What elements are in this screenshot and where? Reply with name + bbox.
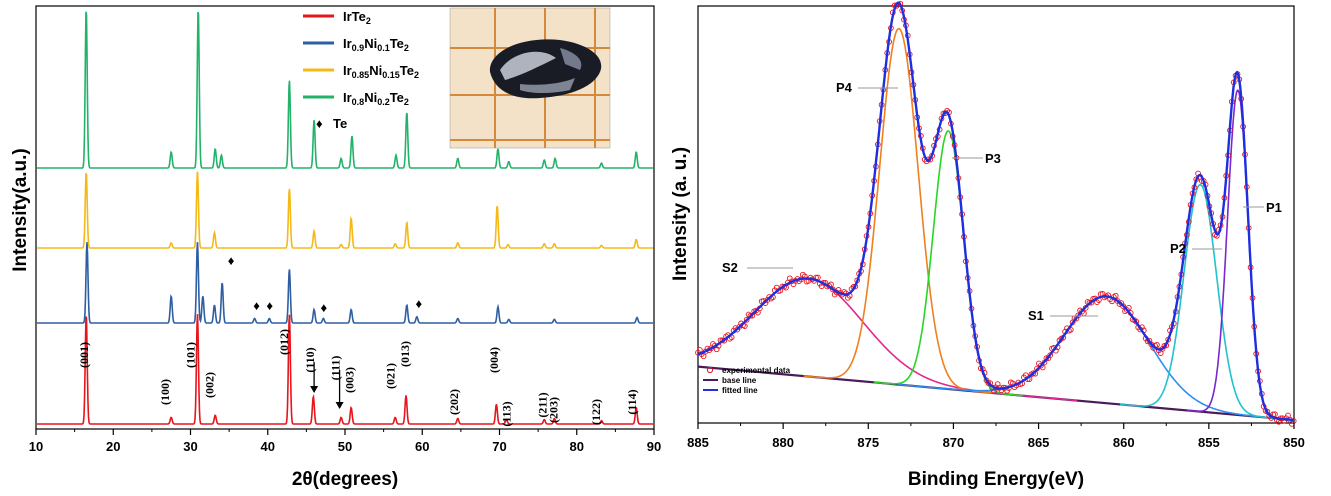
xps-x-axis-label: Binding Energy(eV) — [908, 469, 1084, 490]
miller-index-label: (113) — [499, 401, 513, 426]
xrd-y-axis-label: Intensity(a.u.) — [10, 148, 31, 272]
xrd-tick-label: 30 — [183, 439, 197, 454]
xrd-legend: IrTe2 Ir0.9Ni0.1Te2 Ir0.85Ni0.15Te2 Ir0.8Ni… — [303, 9, 419, 131]
xps-annotation-label: S2 — [722, 260, 738, 275]
xrd-tick-label: 50 — [338, 439, 352, 454]
xps-fitted-line — [697, 1, 1295, 422]
xps-tick-label: 865 — [1028, 435, 1050, 450]
xrd-tick-label: 10 — [29, 439, 43, 454]
xps-legend-label: base line — [722, 376, 757, 385]
xps-annotation-label: P2 — [1170, 241, 1186, 256]
miller-index-label: (004) — [487, 347, 501, 373]
xrd-legend-label: Ir0.85Ni0.15Te2 — [343, 63, 419, 80]
xrd-tick-label: 80 — [570, 439, 584, 454]
xps-data-point — [1154, 341, 1160, 348]
xps-legend-label: experimental data — [722, 366, 791, 375]
xps-tick-label: 870 — [943, 435, 965, 450]
crystal-photo-inset — [449, 7, 611, 149]
miller-index-label: (101) — [183, 342, 197, 368]
miller-index-label: (122) — [589, 399, 603, 425]
miller-index-label: (002) — [203, 372, 217, 398]
xrd-legend-label: IrTe2 — [343, 9, 371, 26]
xps-data-point — [1112, 292, 1119, 299]
peak-arrow-head — [335, 402, 344, 409]
te-marker-group: ♦ ♦ ♦ ♦ ♦ — [228, 253, 423, 315]
xrd-series-IrTe2 — [37, 314, 653, 425]
xps-annotation-label: S1 — [1028, 308, 1044, 323]
te-legend-label: Te — [333, 116, 347, 131]
xps-legend-label: fitted line — [722, 386, 758, 395]
xps-data-point — [741, 323, 748, 329]
xps-data-point — [743, 316, 750, 323]
te-legend-symbol: ♦ — [316, 116, 323, 131]
xps-data-point — [1075, 312, 1082, 319]
te-marker: ♦ — [416, 296, 423, 311]
xps-data-point — [700, 353, 707, 360]
xps-annotation-label: P4 — [836, 80, 853, 95]
miller-index-label: (110) — [303, 347, 317, 372]
xrd-series-group — [37, 11, 653, 425]
miller-index-label: (203) — [546, 397, 560, 423]
xrd-series-Ir0.8Ni0.2Te2 — [37, 11, 653, 169]
xps-tick-label: 885 — [687, 435, 709, 450]
miller-index-label: (003) — [342, 367, 356, 393]
xrd-legend-label: Ir0.8Ni0.2Te2 — [343, 90, 409, 107]
xps-y-axis-label: Intensity (a. u.) — [670, 147, 691, 281]
miller-index-group: (001) (100) (101) (002) (012) (110) (111) (003)… — [77, 329, 639, 427]
xrd-x-ticks: 10 20 30 40 50 60 70 80 90 — [29, 429, 661, 454]
miller-index-label: (100) — [158, 379, 172, 405]
xps-panel: P4 P3 S2 S1 P2 P1 885 880 875 870 865 860 855 850 ex… — [670, 0, 1305, 490]
xps-component-P1 — [1187, 89, 1289, 421]
xps-legend-swatch — [706, 366, 714, 374]
xps-annotations: P4 P3 S2 S1 P2 P1 — [722, 80, 1282, 323]
xrd-tick-label: 40 — [261, 439, 275, 454]
xrd-series-Ir0.9Ni0.1Te2 — [37, 241, 653, 324]
xps-data-point — [747, 312, 754, 319]
xrd-x-axis-label: 2θ(degrees) — [292, 469, 398, 490]
miller-index-label: (013) — [398, 341, 412, 367]
xrd-tick-label: 60 — [415, 439, 429, 454]
xps-tick-label: 875 — [857, 435, 879, 450]
xps-plot-frame — [697, 5, 1295, 424]
miller-index-label: (202) — [447, 389, 461, 415]
xrd-tick-label: 90 — [647, 439, 661, 454]
xps-components-group — [697, 27, 1295, 421]
xps-x-ticks: 885 880 875 870 865 860 855 850 — [687, 423, 1305, 450]
peak-arrow-head — [310, 386, 319, 393]
xrd-series-Ir0.85Ni0.15Te2 — [37, 171, 653, 249]
xrd-panel: ♦ ♦ ♦ ♦ ♦ (001) (100) (101) (002) (012) (110) (111… — [10, 5, 661, 490]
miller-index-label: (021) — [383, 363, 397, 389]
xps-tick-label: 855 — [1198, 435, 1220, 450]
miller-index-label: (211) — [536, 392, 550, 417]
xrd-tick-label: 70 — [492, 439, 506, 454]
miller-index-label: (001) — [77, 342, 91, 368]
xps-component-P3 — [873, 130, 1023, 397]
xps-fitted-group — [697, 1, 1295, 422]
xps-annotation-label: P1 — [1266, 200, 1282, 215]
xps-tick-label: 860 — [1113, 435, 1135, 450]
te-marker: ♦ — [266, 298, 273, 313]
xps-annotation-label: P3 — [985, 151, 1001, 166]
te-marker: ♦ — [253, 298, 260, 313]
xps-tick-label: 880 — [772, 435, 794, 450]
miller-index-label: (012) — [277, 329, 291, 355]
xps-component-P2 — [1119, 183, 1281, 420]
xrd-tick-label: 20 — [106, 439, 120, 454]
te-marker: ♦ — [321, 300, 328, 315]
miller-index-label: (111) — [329, 356, 343, 381]
xps-tick-label: 850 — [1283, 435, 1305, 450]
miller-index-label: (114) — [625, 389, 639, 414]
xps-component-P4 — [803, 27, 995, 394]
xps-experimental-points — [695, 0, 1297, 427]
xps-data-point — [1120, 303, 1127, 310]
te-marker: ♦ — [228, 253, 235, 268]
xrd-legend-label: Ir0.9Ni0.1Te2 — [343, 36, 409, 53]
